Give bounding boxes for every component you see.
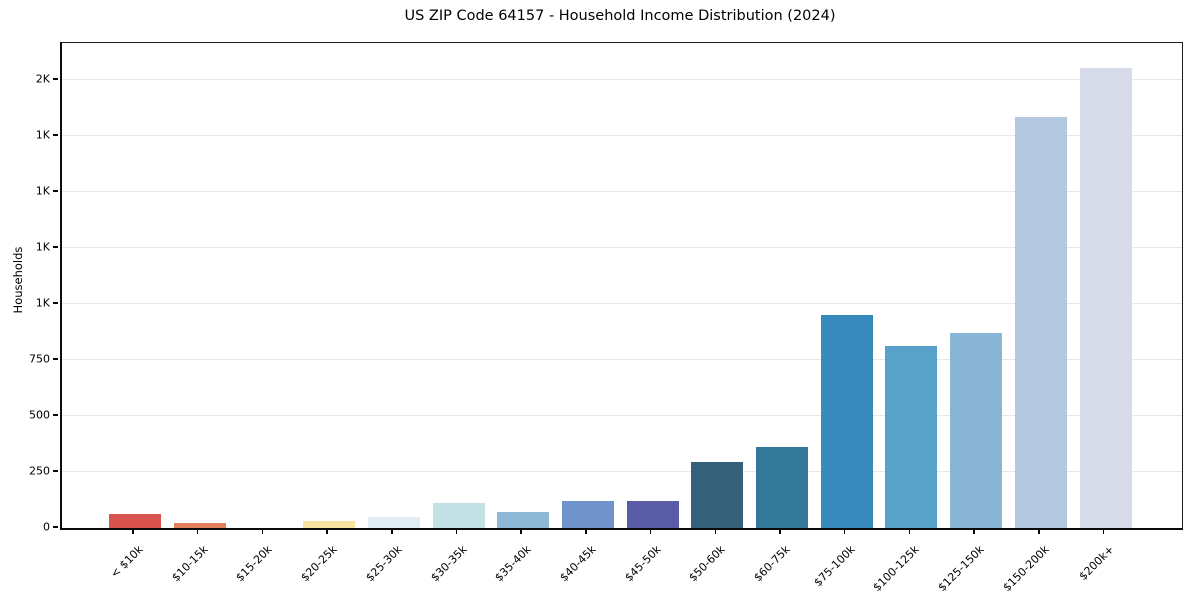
- bar-11: [756, 446, 808, 528]
- gridline: [62, 190, 1182, 192]
- x-tick-label: < $10k: [108, 542, 146, 581]
- x-tick-label: $20-25k: [298, 542, 340, 585]
- y-tick-mark: [53, 302, 58, 304]
- y-tick-label: 1K: [35, 128, 50, 142]
- gridline: [62, 246, 1182, 248]
- x-tick-mark: [649, 529, 652, 534]
- bar-14: [950, 332, 1003, 528]
- bar-13: [885, 346, 938, 528]
- x-tick-label: $75-100k: [811, 542, 858, 590]
- bar-2: [173, 523, 226, 528]
- y-tick-mark: [53, 134, 58, 136]
- gridline: [62, 415, 1182, 416]
- x-tick-label: $40-45k: [557, 542, 599, 585]
- x-tick-label: $125-150k: [935, 542, 987, 594]
- bar-6: [432, 502, 485, 528]
- y-tick-label: 1K: [35, 296, 50, 310]
- y-tick-label: 0: [43, 520, 50, 534]
- x-tick-label: $50-60k: [686, 542, 728, 585]
- x-tick-mark: [714, 529, 717, 534]
- bar-4: [303, 521, 356, 528]
- plot-area: [60, 42, 1183, 530]
- gridline: [62, 471, 1182, 472]
- x-tick-label: $100-125k: [870, 542, 922, 594]
- y-tick-label: 750: [29, 352, 50, 366]
- x-tick-mark: [585, 529, 587, 534]
- gridline: [62, 78, 1182, 80]
- x-tick-mark: [196, 529, 199, 534]
- y-tick-mark: [53, 78, 58, 80]
- x-tick-mark: [326, 529, 328, 534]
- bar-10: [691, 462, 744, 528]
- x-tick-mark: [1102, 529, 1105, 534]
- y-tick-mark: [53, 190, 58, 192]
- bar-16: [1079, 68, 1132, 528]
- x-tick-label: $15-20k: [233, 542, 275, 585]
- bar-9: [626, 500, 679, 528]
- y-tick-label: 2K: [35, 72, 50, 86]
- y-tick-mark: [53, 470, 58, 472]
- y-tick-label: 250: [29, 464, 50, 478]
- bar-12: [820, 315, 873, 528]
- x-tick-mark: [261, 529, 264, 534]
- x-tick-mark: [973, 529, 975, 534]
- x-tick-mark: [843, 529, 846, 534]
- bar-8: [561, 501, 614, 528]
- chart-title: US ZIP Code 64157 - Household Income Dis…: [404, 8, 836, 24]
- gridline: [62, 134, 1182, 136]
- gridline: [62, 302, 1182, 304]
- x-tick-label: $10-15k: [169, 542, 211, 585]
- x-tick-mark: [520, 529, 522, 534]
- y-tick-mark: [53, 358, 58, 360]
- gridline: [62, 359, 1182, 360]
- x-tick-mark: [455, 529, 458, 534]
- bar-1: [109, 514, 161, 528]
- bar-15: [1014, 116, 1067, 528]
- bar-7: [497, 512, 550, 528]
- y-tick-label: 500: [29, 408, 50, 422]
- x-tick-mark: [779, 529, 781, 534]
- x-tick-mark: [1038, 529, 1040, 534]
- x-tick-label: $30-35k: [427, 542, 470, 585]
- x-tick-label: $45-50k: [621, 542, 664, 585]
- x-tick-label: $60-75k: [751, 542, 793, 585]
- x-tick-mark: [908, 529, 911, 534]
- x-tick-mark: [391, 529, 393, 534]
- y-tick-label: 1K: [35, 184, 50, 198]
- bar-5: [367, 517, 420, 528]
- y-tick-mark: [53, 414, 58, 416]
- y-tick-label: 1K: [35, 240, 50, 254]
- x-tick-label: $35-40k: [492, 542, 534, 585]
- x-tick-label: $200k+: [1076, 542, 1117, 583]
- x-tick-label: $150-200k: [1000, 542, 1052, 594]
- y-tick-mark: [53, 526, 58, 528]
- y-tick-mark: [53, 246, 58, 248]
- x-tick-label: $25-30k: [363, 542, 405, 585]
- x-tick-mark: [132, 529, 134, 534]
